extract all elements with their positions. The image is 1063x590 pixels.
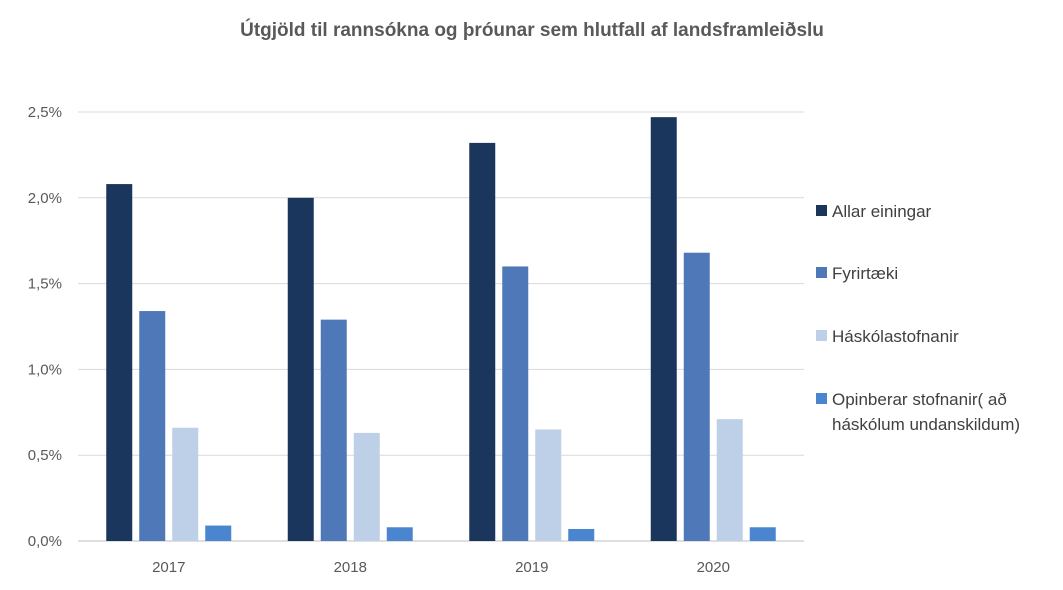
legend-swatch [816,330,827,341]
legend-swatch [816,393,827,404]
legend: Allar einingar Fyrirtæki Háskólastofnanir O… [816,202,1020,434]
bar-2020-series-3 [716,419,743,541]
y-tick-label: 0,0% [28,533,62,550]
bar-2017-series-4 [205,525,232,541]
x-tick-label: 2017 [152,559,185,576]
bar-2017-series-1 [106,184,133,541]
bar-2018-series-2 [320,319,347,541]
legend-label: Allar einingar [832,202,932,221]
y-axis: 0,0% 0,5% 1,0% 1,5% 2,0% 2,5% [28,104,62,550]
x-tick-label: 2019 [515,559,548,576]
bar-2018-series-4 [386,527,413,541]
bar-2017-series-2 [139,311,166,541]
bar-2017-series-3 [172,427,199,541]
bar-2020-series-1 [650,117,677,541]
legend-swatch [816,267,827,278]
legend-label: Háskólastofnanir [832,327,959,346]
bar-2018-series-3 [353,432,380,541]
bar-2019-series-1 [469,142,496,541]
chart-title: Útgjöld til rannsókna og þróunar sem hlu… [240,19,824,41]
legend-label: Fyrirtæki [832,264,898,283]
gridlines [78,111,804,542]
y-tick-label: 0,5% [28,447,62,464]
bar-2018-series-1 [287,197,314,542]
bars [106,117,776,542]
bar-2020-series-4 [749,527,776,541]
y-tick-label: 1,5% [28,276,62,293]
y-tick-label: 2,0% [28,190,62,207]
y-tick-label: 1,0% [28,361,62,378]
x-tick-label: 2020 [697,559,730,576]
x-tick-label: 2018 [334,559,367,576]
legend-label-line2: háskólum undanskildum) [832,415,1020,434]
bar-2020-series-2 [683,252,710,541]
x-axis: 2017 2018 2019 2020 [152,559,730,576]
y-tick-label: 2,5% [28,104,62,121]
bar-2019-series-2 [502,266,529,541]
bar-2019-series-3 [535,429,562,541]
legend-label: Opinberar stofnanir( að [832,390,1007,409]
bar-2019-series-4 [568,528,595,541]
legend-swatch [816,205,827,216]
